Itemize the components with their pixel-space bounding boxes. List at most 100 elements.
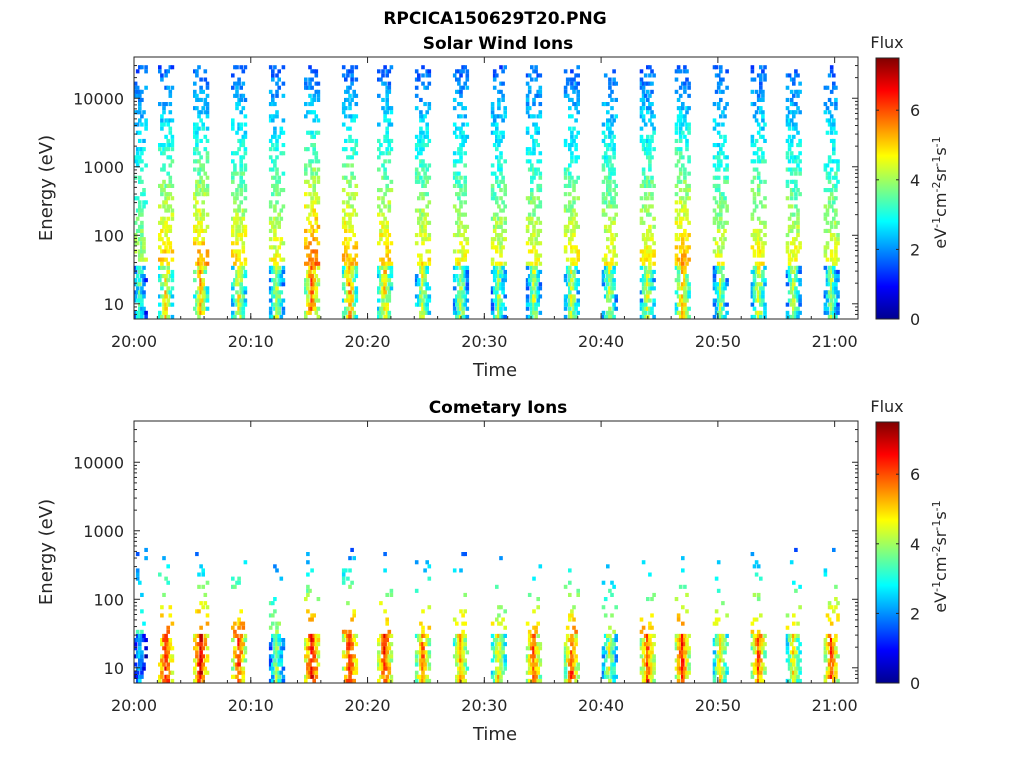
- heatmap-cell: [674, 290, 679, 295]
- heatmap-cell: [341, 175, 346, 180]
- heatmap-cell: [676, 666, 681, 671]
- heatmap-cell: [785, 138, 790, 143]
- heatmap-cell: [387, 678, 392, 683]
- heatmap-cell: [752, 662, 757, 667]
- heatmap-cell: [719, 81, 723, 86]
- heatmap-cell: [459, 220, 463, 225]
- heatmap-cell: [725, 85, 729, 90]
- heatmap-cell: [612, 584, 616, 589]
- heatmap-cell: [164, 233, 168, 238]
- heatmap-cell: [714, 617, 719, 622]
- heatmap-cell: [641, 220, 646, 225]
- heatmap-cell: [608, 588, 612, 593]
- heatmap-cell: [158, 257, 162, 262]
- heatmap-cell: [421, 306, 425, 311]
- heatmap-cell: [761, 286, 765, 291]
- heatmap-cell: [170, 216, 175, 221]
- heatmap-cell: [346, 601, 350, 606]
- heatmap-cell: [138, 93, 142, 98]
- heatmap-cell: [461, 633, 465, 638]
- heatmap-cell: [603, 102, 608, 107]
- heatmap-cell: [527, 147, 532, 152]
- heatmap-cell: [792, 237, 796, 242]
- heatmap-cell: [199, 228, 203, 233]
- heatmap-cell: [273, 102, 277, 107]
- heatmap-cell: [168, 204, 173, 209]
- heatmap-cell: [495, 617, 499, 622]
- heatmap-cell: [785, 233, 790, 238]
- heatmap-cell: [574, 159, 578, 164]
- heatmap-cell: [235, 278, 239, 283]
- heatmap-cell: [796, 306, 800, 311]
- heatmap-cell: [685, 674, 689, 679]
- heatmap-cell: [721, 77, 725, 82]
- heatmap-cell: [572, 674, 576, 679]
- heatmap-cell: [610, 674, 614, 679]
- heatmap-cell: [606, 155, 610, 160]
- heatmap-cell: [461, 294, 465, 299]
- heatmap-cell: [271, 159, 275, 164]
- heatmap-cell: [417, 298, 421, 303]
- heatmap-cell: [639, 114, 644, 119]
- heatmap-cell: [308, 85, 312, 90]
- heatmap-cell: [563, 646, 568, 651]
- heatmap-cell: [419, 633, 423, 638]
- heatmap-cell: [650, 674, 654, 679]
- heatmap-cell: [752, 646, 757, 651]
- heatmap-cell: [385, 245, 389, 250]
- heatmap-cell: [379, 601, 383, 606]
- heatmap-cell: [239, 138, 243, 143]
- heatmap-cell: [168, 89, 173, 94]
- heatmap-cell: [383, 654, 387, 659]
- heatmap-cell: [241, 241, 246, 246]
- heatmap-cell: [683, 167, 687, 172]
- heatmap-cell: [614, 658, 618, 663]
- heatmap-cell: [414, 93, 419, 98]
- heatmap-cell: [527, 670, 532, 675]
- heatmap-cell: [308, 163, 312, 168]
- heatmap-cell: [193, 69, 197, 74]
- heatmap-cell: [612, 245, 616, 250]
- heatmap-cell: [199, 654, 203, 659]
- heatmap-cell: [503, 204, 507, 209]
- heatmap-cell: [674, 642, 679, 647]
- heatmap-cell: [572, 85, 576, 90]
- heatmap-cell: [719, 253, 723, 258]
- heatmap-cell: [344, 163, 348, 168]
- heatmap-cell: [503, 159, 507, 164]
- heatmap-cell: [463, 302, 467, 307]
- heatmap-cell: [241, 134, 246, 139]
- heatmap-cell: [648, 253, 652, 258]
- heatmap-cell: [490, 674, 495, 679]
- heatmap-cell: [135, 290, 140, 295]
- heatmap-cell: [503, 666, 507, 671]
- heatmap-cell: [752, 253, 757, 258]
- heatmap-cell: [164, 654, 168, 659]
- heatmap-cell: [277, 175, 281, 180]
- heatmap-cell: [277, 294, 281, 299]
- heatmap-cell: [719, 674, 723, 679]
- heatmap-cell: [310, 638, 314, 643]
- heatmap-cell: [716, 298, 721, 303]
- heatmap-cell: [834, 159, 838, 164]
- heatmap-cell: [354, 212, 359, 217]
- heatmap-cell: [683, 278, 687, 283]
- heatmap-cell: [530, 196, 534, 201]
- heatmap-cell: [721, 110, 725, 115]
- heatmap-cell: [798, 241, 802, 246]
- heatmap-cell: [385, 274, 389, 279]
- heatmap-cell: [304, 290, 308, 295]
- heatmap-cell: [525, 302, 530, 307]
- heatmap-cell: [164, 666, 168, 671]
- heatmap-cell: [565, 208, 570, 213]
- heatmap-cell: [316, 81, 321, 86]
- heatmap-cell: [683, 81, 687, 86]
- heatmap-cell: [681, 678, 685, 683]
- heatmap-cell: [832, 122, 836, 127]
- heatmap-cell: [565, 269, 570, 274]
- heatmap-cell: [417, 143, 421, 148]
- heatmap-cell: [490, 114, 495, 119]
- heatmap-cell: [825, 241, 830, 246]
- heatmap-cell: [495, 261, 499, 266]
- heatmap-cell: [536, 143, 540, 148]
